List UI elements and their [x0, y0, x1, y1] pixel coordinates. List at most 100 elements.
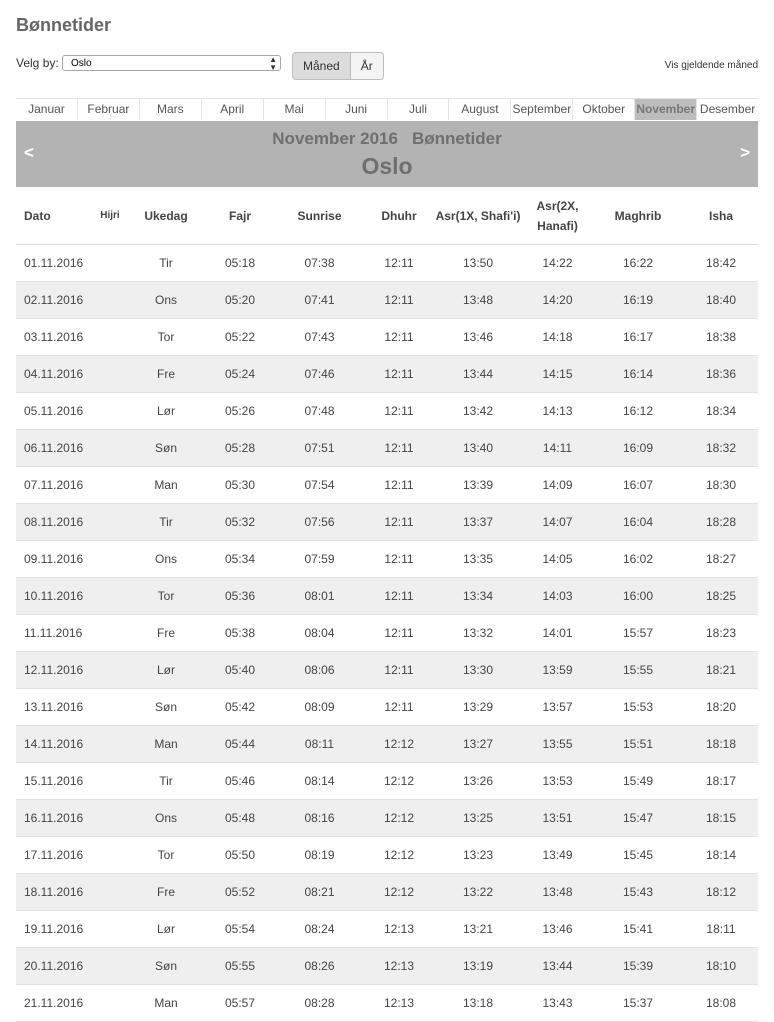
cell-sunrise: 07:54	[274, 466, 365, 504]
cell-weekday: Tir	[126, 762, 206, 800]
cell-asr-hanafi: 13:49	[523, 836, 592, 874]
cell-hijri	[94, 873, 126, 911]
cell-maghrib: 16:19	[592, 281, 684, 319]
cell-hijri	[94, 651, 126, 689]
cell-isha: 18:28	[684, 503, 758, 541]
cell-isha: 18:18	[684, 725, 758, 763]
cell-hijri	[94, 614, 126, 652]
cell-fajr: 05:55	[206, 947, 274, 985]
month-banner: < November 2016 Bønnetider Oslo >	[16, 121, 758, 187]
month-tab[interactable]: Januar	[16, 99, 78, 120]
cell-weekday: Man	[126, 984, 206, 1022]
cell-isha: 18:38	[684, 318, 758, 356]
cell-sunrise: 08:16	[274, 799, 365, 837]
month-tabs: Januar Februar Mars April Mai Juni Juli …	[16, 98, 758, 120]
cell-fajr: 05:44	[206, 725, 274, 763]
cell-date: 17.11.2016	[16, 836, 94, 874]
table-row: 21.11.2016 Man 05:57 08:28 12:13 13:18 13:43 15…	[16, 984, 758, 1022]
table-row: 06.11.2016 Søn 05:28 07:51 12:11 13:40 14:11 16…	[16, 429, 758, 467]
cell-maghrib: 16:07	[592, 466, 684, 504]
toggle-year-button[interactable]: År	[360, 59, 373, 73]
cell-fajr: 05:20	[206, 281, 274, 319]
cell-fajr: 05:34	[206, 540, 274, 578]
cell-asr-shafii: 13:34	[433, 577, 523, 615]
cell-asr-shafii: 13:29	[433, 688, 523, 726]
next-month-button[interactable]: >	[740, 143, 750, 162]
cell-hijri	[94, 466, 126, 504]
cell-fajr: 05:24	[206, 355, 274, 393]
cell-asr-shafii: 13:42	[433, 392, 523, 430]
cell-weekday: Lør	[126, 651, 206, 689]
cell-isha: 18:23	[684, 614, 758, 652]
controls-bar: Velg by: Oslo ▲ ▼ Måned År Vis gjeldende …	[16, 52, 758, 80]
month-tab[interactable]: Juli	[388, 99, 450, 120]
cell-date: 20.11.2016	[16, 947, 94, 985]
col-header-weekday: Ukedag	[126, 187, 206, 245]
cell-weekday: Søn	[126, 947, 206, 985]
cell-asr-hanafi: 13:43	[523, 984, 592, 1022]
cell-dhuhr: 12:11	[365, 392, 433, 430]
cell-isha: 18:17	[684, 762, 758, 800]
month-tab[interactable]: Oktober	[573, 99, 636, 120]
cell-hijri	[94, 540, 126, 578]
cell-dhuhr: 12:12	[365, 799, 433, 837]
month-tab[interactable]: Juni	[326, 99, 388, 120]
cell-maghrib: 16:17	[592, 318, 684, 356]
cell-asr-shafii: 13:27	[433, 725, 523, 763]
month-tab[interactable]: April	[202, 99, 264, 120]
col-header-hijri: Hijri	[94, 187, 126, 245]
cell-maghrib: 15:51	[592, 725, 684, 763]
cell-date: 01.11.2016	[16, 244, 94, 282]
month-tab[interactable]: Februar	[78, 99, 140, 120]
month-tab[interactable]: September	[511, 99, 574, 120]
col-header-date: Dato	[16, 187, 94, 245]
month-tab[interactable]: Mai	[264, 99, 326, 120]
cell-dhuhr: 12:12	[365, 725, 433, 763]
table-row: 07.11.2016 Man 05:30 07:54 12:11 13:39 14:09 16…	[16, 466, 758, 504]
month-tab[interactable]: Desember	[699, 102, 756, 116]
cell-asr-shafii: 13:44	[433, 355, 523, 393]
cell-maghrib: 15:53	[592, 688, 684, 726]
cell-maghrib: 15:41	[592, 910, 684, 948]
cell-maghrib: 16:04	[592, 503, 684, 541]
table-row: 02.11.2016 Ons 05:20 07:41 12:11 13:48 14:20 16…	[16, 281, 758, 319]
cell-dhuhr: 12:13	[365, 947, 433, 985]
cell-isha: 18:25	[684, 577, 758, 615]
cell-asr-hanafi: 13:57	[523, 688, 592, 726]
cell-weekday: Søn	[126, 429, 206, 467]
cell-weekday: Lør	[126, 910, 206, 948]
cell-maghrib: 15:45	[592, 836, 684, 874]
cell-isha: 18:11	[684, 910, 758, 948]
cell-sunrise: 08:28	[274, 984, 365, 1022]
toggle-month-button[interactable]: Måned	[293, 53, 351, 79]
cell-weekday: Fre	[126, 355, 206, 393]
table-row: 20.11.2016 Søn 05:55 08:26 12:13 13:19 13:44 15…	[16, 947, 758, 985]
cell-fajr: 05:28	[206, 429, 274, 467]
cell-maghrib: 15:47	[592, 799, 684, 837]
cell-dhuhr: 12:11	[365, 688, 433, 726]
cell-sunrise: 08:01	[274, 577, 365, 615]
cell-fajr: 05:54	[206, 910, 274, 948]
cell-isha: 18:34	[684, 392, 758, 430]
month-tab[interactable]: Mars	[140, 99, 202, 120]
cell-sunrise: 07:48	[274, 392, 365, 430]
cell-sunrise: 07:56	[274, 503, 365, 541]
cell-weekday: Søn	[126, 688, 206, 726]
city-select[interactable]: Oslo ▲ ▼	[62, 55, 281, 72]
banner-label: Bønnetider	[411, 129, 502, 148]
cell-date: 03.11.2016	[16, 318, 94, 356]
cell-maghrib: 15:55	[592, 651, 684, 689]
cell-maghrib: 16:02	[592, 540, 684, 578]
cell-asr-shafii: 13:50	[433, 244, 523, 282]
prayer-times-table: Dato Hijri Ukedag Fajr Sunrise Dhuhr Asr…	[16, 187, 758, 1022]
show-current-month-link[interactable]: Vis gjeldende måned	[664, 60, 758, 71]
cell-asr-hanafi: 14:15	[523, 355, 592, 393]
cell-date: 04.11.2016	[16, 355, 94, 393]
cell-hijri	[94, 429, 126, 467]
cell-weekday: Man	[126, 725, 206, 763]
cell-asr-shafii: 13:26	[433, 762, 523, 800]
previous-month-button[interactable]: <	[24, 143, 34, 162]
month-tab[interactable]: August	[449, 99, 512, 120]
month-tab[interactable]: November	[635, 99, 698, 120]
cell-asr-hanafi: 13:53	[523, 762, 592, 800]
